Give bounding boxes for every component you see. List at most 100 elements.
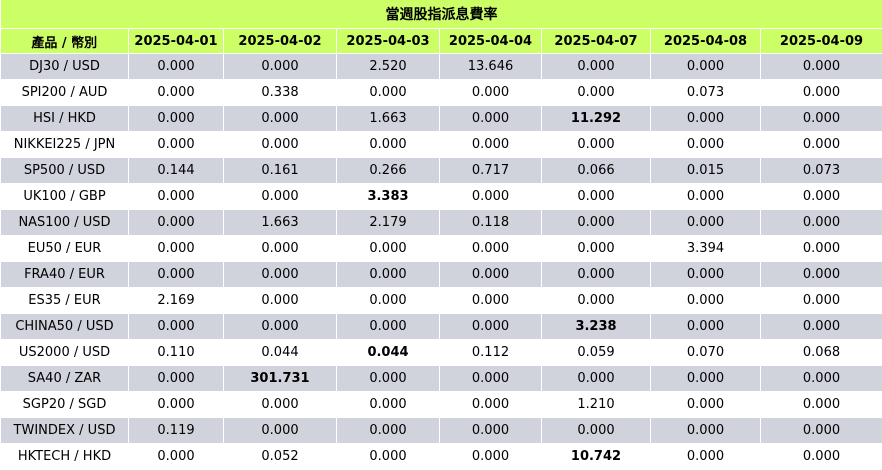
column-header-date: 2025-04-09: [761, 29, 882, 54]
rate-cell: 0.000: [224, 288, 337, 314]
rate-cell: 301.731: [224, 366, 337, 392]
rate-cell: 0.000: [129, 366, 224, 392]
rate-cell: 0.000: [651, 288, 761, 314]
rate-cell: 0.000: [542, 54, 651, 80]
rate-cell: 13.646: [440, 54, 542, 80]
rate-cell: 0.073: [651, 80, 761, 106]
rate-cell: 0.000: [761, 54, 882, 80]
rate-cell: 0.000: [129, 184, 224, 210]
rate-cell: 0.000: [651, 366, 761, 392]
rate-cell: 0.059: [542, 340, 651, 366]
rate-cell: 0.000: [542, 210, 651, 236]
rate-cell: 0.000: [542, 418, 651, 444]
rate-cell: 0.000: [224, 106, 337, 132]
rate-cell: 0.118: [440, 210, 542, 236]
product-cell: HSI / HKD: [1, 106, 129, 132]
rate-cell: 2.169: [129, 288, 224, 314]
rate-cell: 0.000: [337, 262, 440, 288]
rate-cell: 0.000: [337, 314, 440, 340]
rate-cell: 0.000: [337, 418, 440, 444]
rate-cell: 0.000: [337, 132, 440, 158]
column-header-date: 2025-04-08: [651, 29, 761, 54]
rate-cell: 0.000: [337, 288, 440, 314]
rate-cell: 0.112: [440, 340, 542, 366]
rate-cell: 2.520: [337, 54, 440, 80]
rate-cell: 3.383: [337, 184, 440, 210]
rate-cell: 0.266: [337, 158, 440, 184]
rate-cell: 0.000: [542, 288, 651, 314]
product-cell: CHINA50 / USD: [1, 314, 129, 340]
rate-cell: 0.000: [440, 132, 542, 158]
rate-cell: 0.000: [440, 392, 542, 418]
rate-cell: 0.338: [224, 80, 337, 106]
column-header-date: 2025-04-04: [440, 29, 542, 54]
rate-cell: 0.000: [337, 80, 440, 106]
rate-cell: 0.000: [651, 210, 761, 236]
rate-cell: 0.000: [440, 366, 542, 392]
rate-cell: 0.000: [129, 444, 224, 470]
rate-cell: 0.000: [337, 366, 440, 392]
rate-cell: 0.000: [761, 106, 882, 132]
rate-cell: 0.073: [761, 158, 882, 184]
rate-cell: 0.000: [651, 418, 761, 444]
rate-cell: 0.000: [761, 184, 882, 210]
rate-cell: 1.210: [542, 392, 651, 418]
rate-cell: 0.000: [440, 106, 542, 132]
rate-cell: 0.119: [129, 418, 224, 444]
rate-cell: 0.000: [224, 132, 337, 158]
rate-cell: 0.000: [337, 444, 440, 470]
product-cell: UK100 / GBP: [1, 184, 129, 210]
rate-cell: 0.000: [129, 262, 224, 288]
rate-cell: 0.000: [761, 314, 882, 340]
rate-cell: 0.110: [129, 340, 224, 366]
product-cell: SPI200 / AUD: [1, 80, 129, 106]
product-cell: SP500 / USD: [1, 158, 129, 184]
rate-cell: 0.070: [651, 340, 761, 366]
rate-cell: 0.717: [440, 158, 542, 184]
rate-cell: 0.000: [542, 262, 651, 288]
rate-cell: 0.000: [224, 314, 337, 340]
rate-cell: 0.000: [440, 236, 542, 262]
rate-cell: 0.000: [651, 314, 761, 340]
rate-cell: 2.179: [337, 210, 440, 236]
rate-cell: 0.000: [651, 184, 761, 210]
rate-cell: 0.066: [542, 158, 651, 184]
product-cell: ES35 / EUR: [1, 288, 129, 314]
product-cell: NAS100 / USD: [1, 210, 129, 236]
product-cell: SA40 / ZAR: [1, 366, 129, 392]
product-cell: HKTECH / HKD: [1, 444, 129, 470]
rate-cell: 0.000: [761, 444, 882, 470]
rate-cell: 0.000: [651, 106, 761, 132]
rate-cell: 0.000: [224, 236, 337, 262]
rate-cell: 3.238: [542, 314, 651, 340]
rate-cell: 0.044: [224, 340, 337, 366]
rate-cell: 0.000: [440, 262, 542, 288]
rate-cell: 0.000: [440, 288, 542, 314]
rate-cell: 0.000: [224, 418, 337, 444]
product-cell: SGP20 / SGD: [1, 392, 129, 418]
column-header-product: 產品 / 幣別: [1, 29, 129, 54]
rate-cell: 0.000: [761, 80, 882, 106]
rate-cell: 0.000: [651, 392, 761, 418]
product-cell: DJ30 / USD: [1, 54, 129, 80]
rate-cell: 0.000: [224, 54, 337, 80]
rate-cell: 0.044: [337, 340, 440, 366]
rate-cell: 0.000: [440, 184, 542, 210]
rate-cell: 0.000: [129, 236, 224, 262]
rate-cell: 0.015: [651, 158, 761, 184]
rate-cell: 0.000: [224, 392, 337, 418]
